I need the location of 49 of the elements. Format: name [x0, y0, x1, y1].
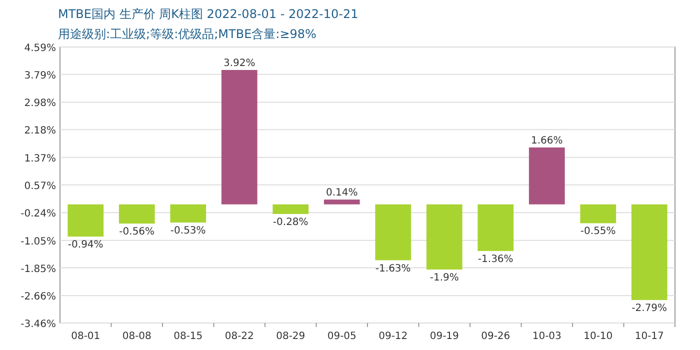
y-tick-label: 1.37%	[24, 153, 56, 164]
bar	[478, 204, 514, 251]
bar	[631, 204, 668, 300]
y-tick-label: -1.85%	[20, 264, 56, 275]
bar	[324, 200, 360, 204]
data-label: -0.28%	[272, 216, 308, 228]
chart-subtitle: 用途级别:工业级;等级:优级品;MTBE含量:≥98%	[58, 27, 316, 41]
bar	[426, 204, 462, 270]
y-tick-label: 2.98%	[24, 98, 56, 110]
x-tick-label: 10-17	[634, 331, 664, 342]
y-tick-label: 4.59%	[24, 43, 56, 54]
y-tick-label: -3.46%	[20, 319, 56, 330]
bar	[580, 204, 616, 224]
x-tick-label: 09-12	[378, 331, 408, 342]
data-label: -2.79%	[632, 303, 668, 314]
bar	[375, 204, 412, 260]
y-tick-label: 2.18%	[24, 126, 56, 137]
x-tick-label: 10-03	[532, 331, 562, 342]
bar	[118, 204, 155, 224]
bar	[272, 204, 309, 214]
bar	[170, 204, 206, 223]
y-tick-label: -2.66%	[20, 292, 56, 303]
x-tick-label: 09-26	[481, 331, 510, 342]
data-label: -0.56%	[119, 226, 155, 238]
chart-title: MTBE国内 生产价 周K柱图 2022-08-01 - 2022-10-21	[58, 7, 358, 21]
data-label: -0.94%	[68, 240, 104, 251]
data-label: 0.14%	[326, 188, 358, 199]
x-tick-label: 09-05	[327, 331, 356, 342]
y-tick-label: -0.24%	[20, 208, 56, 220]
y-tick-label: 0.57%	[24, 180, 56, 192]
y-tick-label: -1.05%	[20, 236, 56, 248]
x-tick-label: 08-15	[174, 331, 203, 342]
data-label: -1.9%	[430, 272, 459, 284]
data-label: 1.66%	[530, 135, 563, 146]
x-tick-label: 10-10	[584, 331, 613, 342]
x-tick-label: 09-19	[430, 331, 459, 342]
x-tick-label: 08-29	[276, 331, 306, 342]
data-label: 3.92%	[223, 58, 256, 69]
x-tick-label: 08-22	[224, 331, 254, 342]
data-label: -0.53%	[170, 226, 206, 237]
bar	[221, 70, 258, 204]
y-tick-label: 3.79%	[24, 70, 56, 82]
bar	[528, 147, 565, 204]
data-label: -1.36%	[478, 254, 514, 265]
x-tick-label: 08-08	[122, 331, 152, 342]
data-label: -1.63%	[375, 263, 411, 274]
bar	[68, 204, 104, 237]
data-label: -0.55%	[580, 226, 616, 238]
x-tick-label: 08-01	[71, 331, 100, 342]
